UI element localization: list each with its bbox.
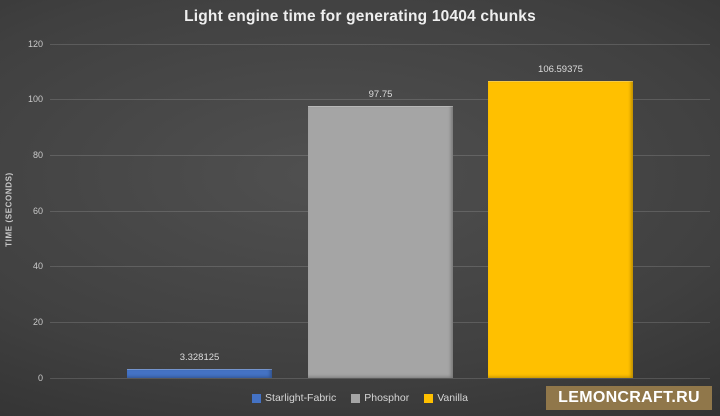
legend-color-swatch-icon bbox=[351, 393, 361, 403]
bar-phosphor bbox=[308, 105, 453, 378]
gridline bbox=[50, 43, 710, 45]
legend-label: Starlight-Fabric bbox=[265, 392, 337, 404]
y-tick-label: 100 bbox=[27, 94, 43, 105]
legend-item-phosphor: Phosphor bbox=[351, 392, 409, 404]
gridline bbox=[50, 377, 710, 379]
legend-label: Vanilla bbox=[437, 392, 468, 404]
bar-value-label: 97.75 bbox=[368, 88, 393, 100]
watermark-badge: LEMONCRAFT.RU bbox=[546, 386, 712, 410]
y-tick-label: 120 bbox=[27, 38, 43, 49]
bar-value-label: 3.328125 bbox=[179, 351, 220, 363]
legend-item-vanilla: Vanilla bbox=[424, 392, 468, 404]
y-tick-label: 40 bbox=[32, 261, 43, 272]
y-tick-label: 60 bbox=[32, 205, 43, 216]
legend-item-starlight-fabric: Starlight-Fabric bbox=[252, 392, 336, 404]
gridline bbox=[50, 99, 710, 101]
legend-color-swatch-icon bbox=[424, 393, 434, 403]
legend-color-swatch-icon bbox=[252, 393, 262, 403]
y-tick-label: 80 bbox=[32, 149, 43, 160]
legend: Starlight-Fabric Phosphor Vanilla bbox=[0, 392, 720, 404]
chart-title: Light engine time for generating 10404 c… bbox=[184, 8, 536, 25]
bar-starlight-fabric bbox=[127, 368, 272, 378]
legend-label: Phosphor bbox=[364, 392, 410, 404]
bar-vanilla bbox=[488, 81, 633, 378]
bar-value-label: 106.59375 bbox=[538, 64, 583, 76]
y-tick-label: 20 bbox=[32, 316, 43, 327]
y-tick-label: 0 bbox=[37, 372, 43, 383]
